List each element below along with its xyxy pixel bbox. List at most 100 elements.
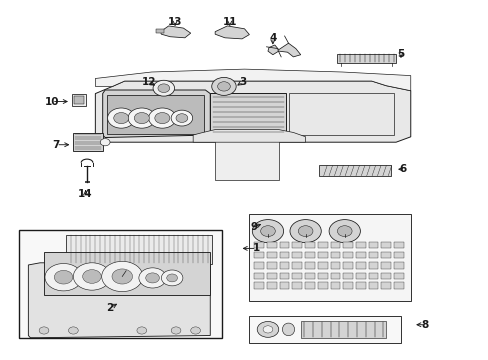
Bar <box>317 282 327 289</box>
Bar <box>215 82 232 91</box>
Bar <box>300 321 386 338</box>
Polygon shape <box>193 130 305 142</box>
Bar <box>254 273 264 279</box>
Circle shape <box>114 113 128 123</box>
Bar <box>393 273 403 279</box>
Circle shape <box>102 261 142 292</box>
Bar <box>355 273 365 279</box>
Circle shape <box>73 263 110 290</box>
Bar <box>249 214 410 301</box>
Bar <box>337 54 395 63</box>
Bar <box>266 282 276 289</box>
Bar <box>317 262 327 269</box>
Circle shape <box>68 327 78 334</box>
Bar <box>66 235 211 264</box>
Bar <box>330 252 340 258</box>
Bar <box>343 282 352 289</box>
Bar <box>72 94 86 106</box>
Bar <box>292 252 302 258</box>
Circle shape <box>252 220 283 243</box>
Bar <box>74 96 84 104</box>
Bar <box>292 282 302 289</box>
Bar <box>381 282 390 289</box>
Bar <box>381 252 390 258</box>
Text: 11: 11 <box>222 17 237 27</box>
Bar <box>355 252 365 258</box>
Bar <box>305 273 314 279</box>
Bar <box>279 262 289 269</box>
Text: 8: 8 <box>421 320 428 330</box>
Circle shape <box>298 226 312 237</box>
Bar <box>279 282 289 289</box>
Bar <box>393 242 403 248</box>
Circle shape <box>158 84 169 93</box>
Circle shape <box>145 273 159 283</box>
Bar <box>305 252 314 258</box>
Circle shape <box>257 321 278 337</box>
Bar <box>266 262 276 269</box>
Bar <box>73 133 102 151</box>
Polygon shape <box>28 263 210 338</box>
Bar <box>355 282 365 289</box>
Circle shape <box>328 220 360 243</box>
Text: 9: 9 <box>250 222 257 232</box>
Bar <box>215 141 278 180</box>
Bar <box>317 273 327 279</box>
Circle shape <box>217 82 230 91</box>
Circle shape <box>128 108 155 128</box>
Bar <box>381 262 390 269</box>
Bar <box>343 273 352 279</box>
Text: 13: 13 <box>167 17 182 27</box>
Circle shape <box>289 220 321 243</box>
Bar <box>393 262 403 269</box>
Text: 1: 1 <box>253 243 260 253</box>
Bar <box>330 273 340 279</box>
Bar <box>368 282 378 289</box>
Text: 10: 10 <box>44 96 59 107</box>
Bar <box>44 252 210 295</box>
Circle shape <box>176 114 187 122</box>
Bar <box>368 262 378 269</box>
Bar <box>305 282 314 289</box>
Bar <box>292 262 302 269</box>
Bar <box>266 252 276 258</box>
Circle shape <box>153 80 174 96</box>
Bar <box>368 242 378 248</box>
Bar <box>158 87 169 93</box>
Bar <box>254 242 264 248</box>
Bar <box>305 242 314 248</box>
Circle shape <box>337 226 351 237</box>
Circle shape <box>54 270 73 284</box>
Circle shape <box>171 327 181 334</box>
Circle shape <box>107 108 135 128</box>
Bar <box>288 93 393 135</box>
Bar <box>292 273 302 279</box>
Text: 12: 12 <box>142 77 156 87</box>
Circle shape <box>45 264 82 291</box>
Polygon shape <box>95 69 410 91</box>
Text: 3: 3 <box>239 77 245 87</box>
Circle shape <box>171 110 192 126</box>
Polygon shape <box>160 26 190 38</box>
Circle shape <box>39 327 49 334</box>
Circle shape <box>161 270 183 286</box>
Bar <box>355 242 365 248</box>
Bar <box>343 262 352 269</box>
Circle shape <box>100 139 110 146</box>
Polygon shape <box>102 90 210 138</box>
Bar <box>254 252 264 258</box>
Circle shape <box>139 268 166 288</box>
Circle shape <box>260 226 275 237</box>
Circle shape <box>112 269 132 284</box>
Bar <box>19 230 221 338</box>
Bar <box>317 252 327 258</box>
Bar <box>368 252 378 258</box>
Circle shape <box>134 113 149 123</box>
Bar <box>318 165 390 176</box>
Bar <box>381 273 390 279</box>
Bar <box>254 282 264 289</box>
Bar <box>317 242 327 248</box>
Bar <box>381 242 390 248</box>
Bar <box>393 282 403 289</box>
Bar <box>305 262 314 269</box>
